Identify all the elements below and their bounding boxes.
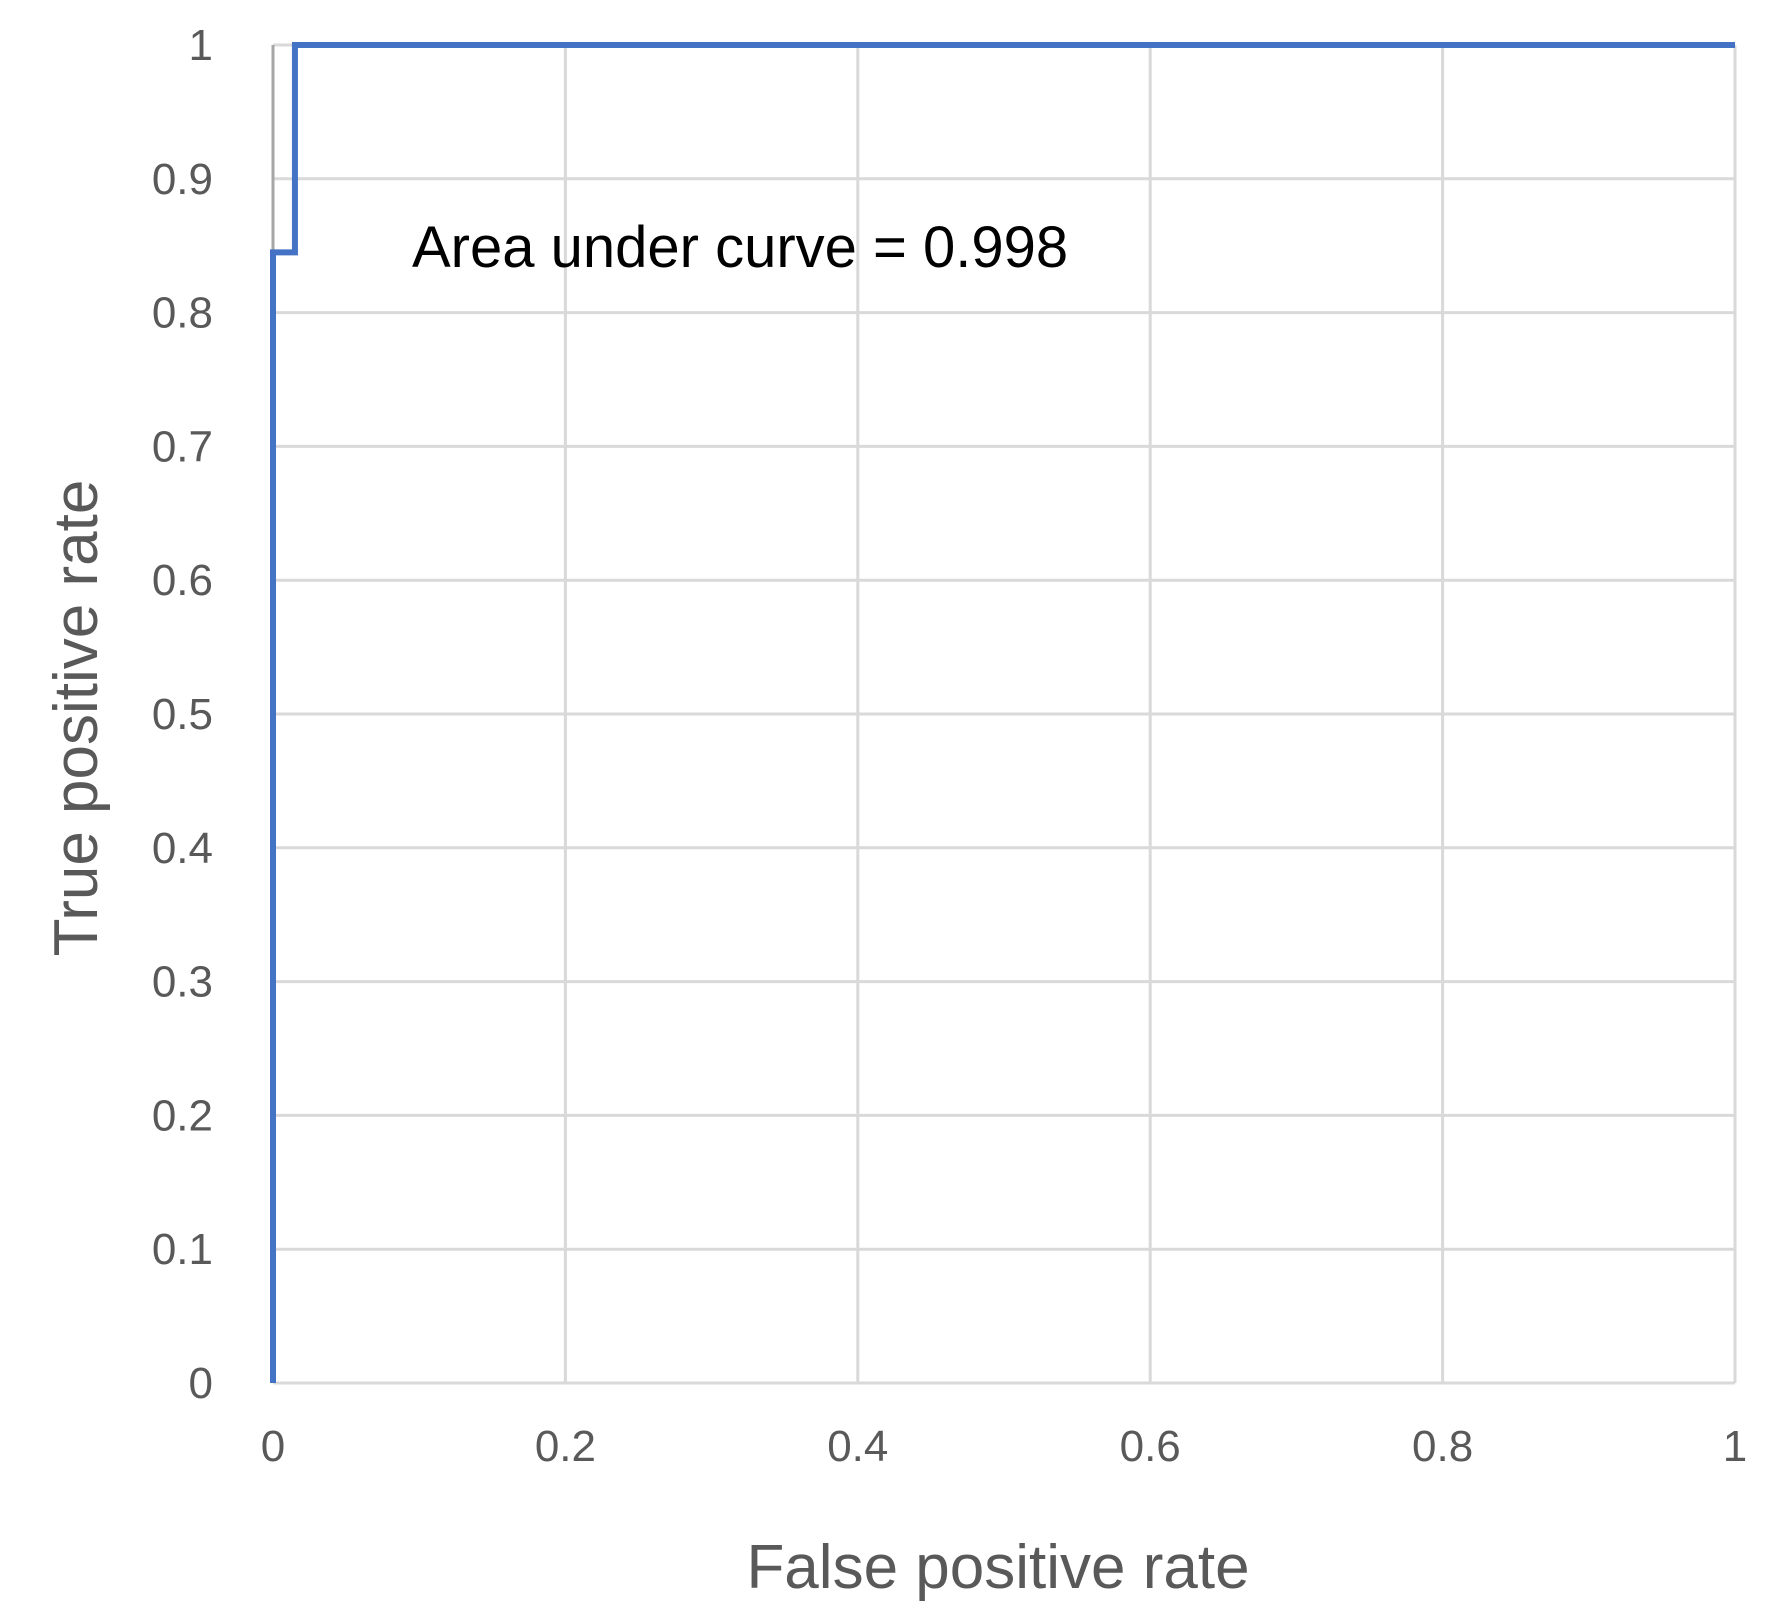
y-tick-label-4: 0.4 [152, 824, 213, 873]
y-tick-label-6: 0.6 [152, 556, 213, 605]
x-tick-label-4: 0.8 [1412, 1422, 1473, 1471]
x-tick-label-0: 0 [261, 1422, 285, 1471]
x-tick-label-5: 1 [1723, 1422, 1747, 1471]
x-tick-label-3: 0.6 [1120, 1422, 1181, 1471]
y-tick-label-7: 0.7 [152, 422, 213, 471]
series-group [270, 42, 1735, 1383]
roc-curve-line [270, 42, 1735, 1383]
y-tick-label-2: 0.2 [152, 1091, 213, 1140]
y-tick-labels: 0 0.1 0.2 0.3 0.4 0.5 0.6 0.7 0.8 0.9 1 [152, 21, 213, 1408]
y-tick-label-9: 0.9 [152, 155, 213, 204]
y-tick-label-8: 0.8 [152, 289, 213, 338]
x-tick-label-2: 0.4 [827, 1422, 888, 1471]
x-tick-label-1: 0.2 [535, 1422, 596, 1471]
y-tick-label-10: 1 [189, 21, 213, 70]
y-tick-label-3: 0.3 [152, 958, 213, 1007]
y-tick-label-5: 0.5 [152, 690, 213, 739]
y-tick-label-0: 0 [189, 1359, 213, 1408]
x-axis-title: False positive rate [746, 1533, 1249, 1602]
auc-annotation: Area under curve = 0.998 [412, 215, 1068, 280]
y-axis-title: True positive rate [42, 480, 111, 957]
y-tick-label-1: 0.1 [152, 1225, 213, 1274]
x-tick-labels: 0 0.2 0.4 0.6 0.8 1 [261, 1422, 1747, 1471]
